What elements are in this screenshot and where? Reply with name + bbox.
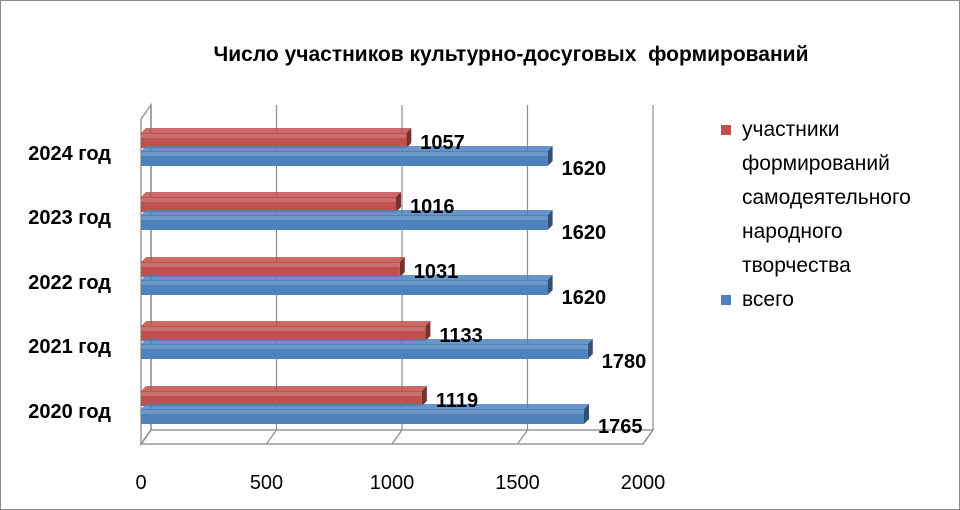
data-label: 1780 bbox=[602, 351, 647, 373]
data-label: 1620 bbox=[562, 222, 607, 244]
legend-label: участники формирований самодеятельного наро… bbox=[742, 118, 911, 277]
category-label: 2020 год bbox=[28, 401, 111, 423]
chart-title: Число участников культурно-досуговых фор… bbox=[214, 43, 809, 66]
bar-total bbox=[141, 210, 553, 230]
bar-total bbox=[141, 404, 590, 424]
category-label: 2021 год bbox=[28, 336, 111, 358]
category-label: 2023 год bbox=[28, 207, 111, 229]
category-label: 2024 год bbox=[28, 143, 111, 165]
data-label: 1620 bbox=[562, 287, 607, 309]
legend-swatch bbox=[721, 295, 731, 305]
category-labels: 2020 год 2021 год 2022 год 2023 год 2024 год bbox=[28, 143, 111, 423]
data-label: 1119 bbox=[436, 390, 478, 412]
x-tick-label: 1000 bbox=[370, 472, 415, 494]
data-label: 1016 bbox=[410, 196, 455, 218]
data-label: 1057 bbox=[420, 132, 465, 154]
bar-participants bbox=[141, 321, 431, 341]
x-tick-label: 1500 bbox=[495, 472, 540, 494]
bar-participants bbox=[141, 386, 427, 406]
legend: участники формирований самодеятельного наро… bbox=[721, 118, 911, 311]
gridline-floor bbox=[391, 429, 403, 445]
bar-participants bbox=[141, 128, 412, 148]
x-tick-label: 0 bbox=[135, 472, 146, 494]
gridline-floor bbox=[642, 429, 654, 445]
legend-swatch bbox=[721, 125, 731, 135]
data-labels: 1119 1765 1133 1780 1031 1620 1016 1620 1057 1620 bbox=[410, 132, 646, 438]
x-tick-label: 500 bbox=[250, 472, 283, 494]
bar-participants bbox=[141, 257, 405, 277]
legend-entry: участники формирований самодеятельного наро… bbox=[721, 118, 911, 277]
data-label: 1620 bbox=[562, 158, 607, 180]
bars bbox=[141, 128, 593, 424]
legend-label: всего bbox=[742, 288, 794, 311]
x-tick-labels: 0 500 1000 1500 2000 bbox=[135, 472, 665, 494]
bar-total bbox=[141, 146, 553, 166]
gridline-floor bbox=[517, 429, 528, 445]
gridline-floor bbox=[266, 429, 277, 445]
data-label: 1133 bbox=[439, 325, 482, 347]
x-tick-label: 2000 bbox=[621, 472, 666, 494]
category-label: 2022 год bbox=[28, 272, 111, 294]
bar-total bbox=[141, 339, 593, 359]
bar-participants bbox=[141, 192, 402, 212]
data-label: 1765 bbox=[598, 416, 643, 438]
legend-entry: всего bbox=[721, 288, 794, 311]
bar-total bbox=[141, 275, 553, 295]
gridline-floor bbox=[140, 429, 152, 445]
data-label: 1031 bbox=[414, 261, 459, 283]
